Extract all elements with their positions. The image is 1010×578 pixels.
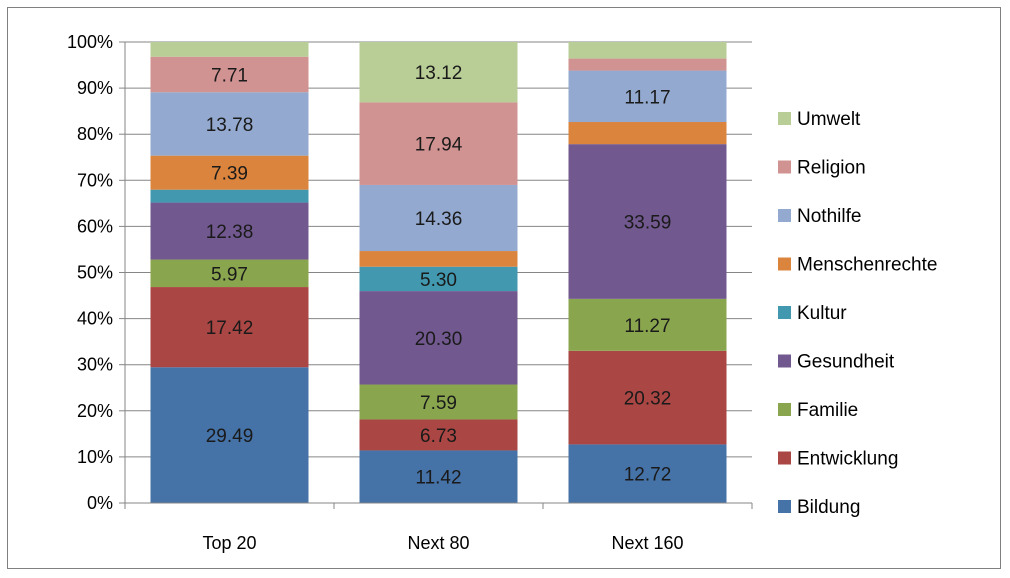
bar-segment-kultur (150, 189, 309, 203)
bar-segment-familie (150, 259, 309, 288)
axes: 0% 10% 20% 30% 40% 50% 60% 70% 80% 90% 100% Top 20 N… (67, 32, 753, 553)
bar-segment-umwelt (150, 42, 309, 57)
bar-segment-nothilfe (150, 92, 309, 156)
data-label: 20.32 (624, 389, 672, 410)
legend-swatch-kultur (778, 306, 791, 319)
data-label: 11.27 (624, 316, 670, 337)
data-label: 7.39 (211, 164, 248, 185)
y-tick-label: 60% (77, 216, 113, 236)
legend-swatch-menschenrechte (778, 257, 791, 271)
data-label: 17.42 (206, 318, 254, 339)
x-category-label: Next 80 (407, 533, 469, 553)
data-label: 11.42 (415, 468, 461, 489)
legend-label: Familie (797, 400, 858, 421)
legend: Umwelt Religion Nothilfe Menschenrechte Kult… (778, 109, 937, 518)
data-label: 5.97 (211, 264, 248, 285)
legend-swatch-entwicklung (778, 451, 791, 465)
bar-segment-kultur (359, 266, 518, 292)
bar-segment-nothilfe (568, 70, 727, 123)
y-tick-label: 90% (77, 78, 113, 98)
bar-segment-religion (359, 102, 518, 185)
data-labels: 29.49 17.42 5.97 12.38 7.39 13.78 7.71 11.42 6.7… (206, 63, 672, 489)
bar-segment-gesundheit (568, 144, 727, 299)
data-label: 11.17 (624, 87, 670, 108)
bar-segment-bildung (150, 367, 309, 503)
data-label: 17.94 (415, 135, 463, 156)
legend-swatch-familie (778, 403, 791, 416)
legend-label: Umwelt (797, 109, 861, 130)
bar-segment-nothilfe (359, 184, 518, 252)
data-label: 33.59 (624, 213, 672, 234)
bar-segment-menschenrechte (359, 251, 518, 267)
data-label: 7.71 (211, 65, 248, 86)
y-tick-label: 30% (77, 355, 113, 375)
bar-segment-umwelt (359, 42, 518, 103)
bar-segment-bildung (568, 444, 727, 503)
bar-segment-entwicklung (568, 350, 727, 445)
legend-swatch-bildung (778, 500, 791, 513)
legend-swatch-nothilfe (778, 209, 791, 222)
data-label: 29.49 (206, 426, 254, 447)
legend-label: Kultur (797, 303, 847, 324)
bar-segment-familie (359, 384, 518, 420)
legend-swatch-umwelt (778, 112, 791, 125)
legend-label: Religion (797, 158, 866, 179)
y-tick-label: 80% (77, 124, 113, 144)
data-label: 12.72 (624, 465, 672, 486)
y-tick-label: 10% (77, 447, 113, 467)
data-label: 13.78 (206, 115, 254, 136)
x-category-label: Next 160 (611, 533, 683, 553)
data-label: 5.30 (420, 270, 457, 291)
data-label: 14.36 (415, 209, 463, 230)
y-tick-label: 20% (77, 401, 113, 421)
y-tick-label: 40% (77, 309, 113, 329)
bars (150, 42, 727, 503)
legend-label: Gesundheit (797, 352, 895, 373)
legend-label: Bildung (797, 497, 860, 518)
bar-segment-umwelt (568, 42, 727, 59)
data-label: 7.59 (420, 393, 457, 414)
bar-segment-gesundheit (150, 202, 309, 260)
data-label: 12.38 (206, 222, 254, 243)
x-category-label: Top 20 (202, 533, 256, 553)
y-tick-label: 70% (77, 170, 113, 190)
legend-label: Nothilfe (797, 206, 861, 227)
data-label: 6.73 (420, 426, 457, 447)
bar-segment-entwicklung (150, 287, 309, 368)
bar-segment-familie (568, 298, 727, 351)
bar-segment-bildung (359, 450, 518, 503)
bar-segment-gesundheit (359, 291, 518, 385)
legend-label: Entwicklung (797, 449, 898, 470)
bar-segment-menschenrechte (568, 122, 727, 145)
bar-segment-religion (568, 58, 727, 71)
data-label: 13.12 (415, 63, 463, 84)
legend-label: Menschenrechte (797, 255, 937, 276)
bar-segment-religion (150, 56, 309, 93)
data-label: 20.30 (415, 329, 463, 350)
y-tick-label: 0% (87, 493, 113, 513)
y-tick-label: 100% (67, 32, 113, 52)
legend-swatch-gesundheit (778, 354, 791, 368)
legend-swatch-religion (778, 160, 791, 174)
y-tick-label: 50% (77, 263, 113, 283)
bar-segment-menschenrechte (150, 155, 309, 190)
bar-segment-entwicklung (359, 419, 518, 451)
